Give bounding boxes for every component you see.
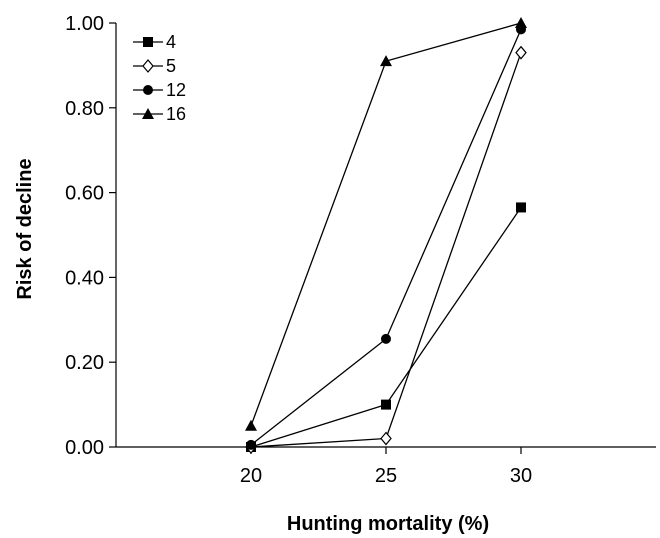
data-point <box>380 431 392 446</box>
y-tick-label: 0.40 <box>65 267 104 289</box>
legend-label: 16 <box>166 104 186 124</box>
data-point <box>381 399 391 410</box>
legend-marker <box>143 37 153 47</box>
y-axis-title: Risk of decline <box>14 158 36 299</box>
axes: 0.00 0.20 0.40 0.60 0.80 1.00 20 25 30 <box>65 13 656 487</box>
data-point <box>515 45 527 60</box>
series-12 <box>246 24 526 450</box>
series-line <box>250 52 522 448</box>
series-line <box>250 207 522 448</box>
data-point <box>245 419 257 431</box>
legend-label: 4 <box>166 32 176 52</box>
y-tick-label: 0.60 <box>65 183 104 205</box>
series-16 <box>245 17 527 431</box>
legend-item: 12 <box>133 80 186 100</box>
series-line <box>250 22 522 427</box>
y-tick-label: 0.20 <box>65 352 104 374</box>
x-axis-title: Hunting mortality (%) <box>287 513 489 535</box>
legend-marker <box>143 85 153 95</box>
legend: 4 5 12 16 <box>133 32 186 124</box>
data-point <box>246 439 256 450</box>
y-tick-label: 0.80 <box>65 98 104 120</box>
legend-item: 16 <box>133 104 186 124</box>
series-layer <box>245 17 527 454</box>
legend-marker <box>142 108 154 119</box>
y-tick-label: 0.00 <box>65 437 104 459</box>
series-5 <box>245 45 527 454</box>
data-point <box>515 17 527 28</box>
data-point <box>380 55 392 67</box>
data-point <box>381 333 391 344</box>
legend-marker <box>142 59 154 73</box>
legend-item: 4 <box>133 32 176 52</box>
y-tick-label: 1.00 <box>65 13 104 35</box>
series-line <box>250 29 522 446</box>
x-tick-label: 30 <box>510 465 532 487</box>
data-point <box>516 202 526 213</box>
x-tick-label: 25 <box>375 465 397 487</box>
legend-label: 5 <box>166 56 176 76</box>
legend-item: 5 <box>133 56 176 76</box>
legend-label: 12 <box>166 80 186 100</box>
x-tick-label: 20 <box>240 465 262 487</box>
